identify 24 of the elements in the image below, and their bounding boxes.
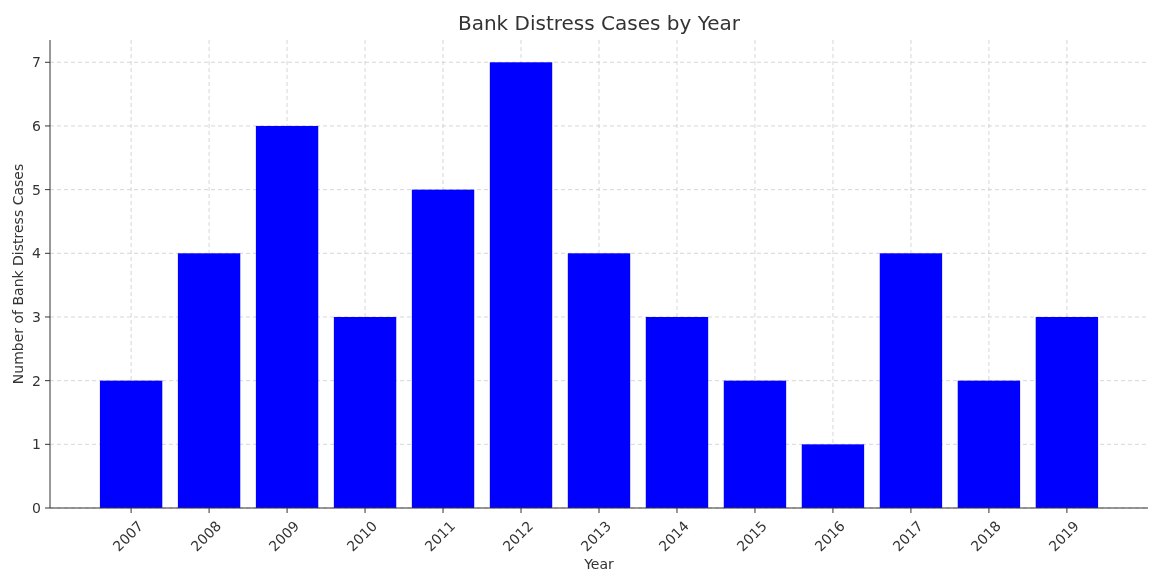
y-tick-label: 2 bbox=[32, 372, 41, 389]
bar bbox=[957, 380, 1021, 508]
bar bbox=[489, 62, 553, 508]
y-tick-label: 4 bbox=[32, 245, 42, 262]
bar bbox=[723, 380, 787, 508]
bar bbox=[645, 316, 709, 508]
y-tick-label: 7 bbox=[32, 54, 41, 71]
bar bbox=[255, 125, 319, 508]
bar bbox=[333, 316, 397, 508]
bar bbox=[879, 253, 943, 508]
chart-title: Bank Distress Cases by Year bbox=[457, 11, 741, 35]
bar bbox=[567, 253, 631, 508]
y-tick-label: 6 bbox=[32, 117, 42, 134]
y-tick-label: 5 bbox=[32, 181, 41, 198]
bar bbox=[411, 189, 475, 508]
y-axis-title: Number of Bank Distress Cases bbox=[10, 163, 26, 385]
bar bbox=[177, 253, 241, 508]
x-axis-title: Year bbox=[583, 556, 615, 572]
y-tick-label: 0 bbox=[32, 499, 41, 516]
bar bbox=[1035, 316, 1099, 508]
bar bbox=[99, 380, 163, 508]
bar bbox=[801, 444, 865, 508]
y-tick-label: 1 bbox=[32, 436, 41, 453]
y-tick-label: 3 bbox=[32, 308, 41, 325]
